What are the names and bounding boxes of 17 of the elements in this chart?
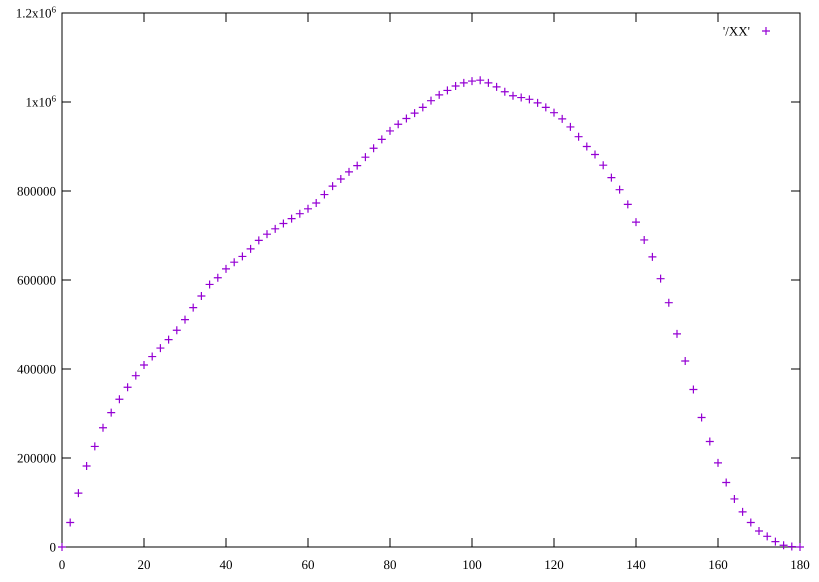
x-tick-label: 40 <box>220 557 232 572</box>
y-tick-label: 200000 <box>17 450 56 466</box>
legend-label: '/XX' <box>722 24 750 39</box>
y-tick-label: 0 <box>50 540 56 555</box>
x-tick-label: 100 <box>462 557 482 572</box>
x-tick-label: 60 <box>302 557 314 572</box>
x-tick-label: 80 <box>384 557 396 572</box>
y-tick-label: 400000 <box>17 362 56 377</box>
x-tick-label: 140 <box>626 557 646 572</box>
x-tick-label: 20 <box>138 557 150 572</box>
x-tick-label: 180 <box>790 557 810 572</box>
y-tick-label: 800000 <box>17 184 56 199</box>
y-tick-label: 1.2x10$^{6}$ <box>16 4 56 21</box>
x-tick-label: 120 <box>544 557 564 572</box>
y-tick-label: 600000 <box>17 272 56 288</box>
y-tick-label: 1x10$^{6}$ <box>25 94 56 110</box>
x-tick-label: 160 <box>708 557 728 572</box>
